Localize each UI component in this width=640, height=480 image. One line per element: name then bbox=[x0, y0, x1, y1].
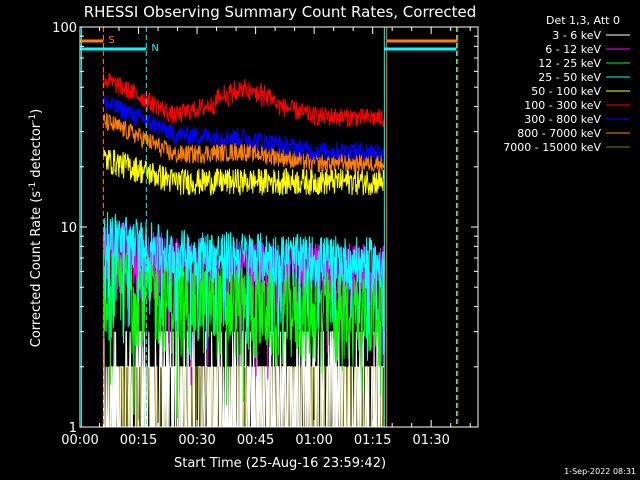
legend-entry: 3 - 6 keV bbox=[552, 29, 601, 42]
legend-entry: 6 - 12 keV bbox=[545, 43, 601, 56]
y-tick-label: 1 bbox=[69, 421, 77, 436]
series-line bbox=[102, 95, 385, 162]
x-tick-label: 00:30 bbox=[178, 433, 215, 448]
y-axis-label: Corrected Count Rate (s-1 detector-1) bbox=[28, 109, 44, 347]
x-axis: 00:00 00:15 00:30 00:45 01:00 01:15 01:30 bbox=[61, 27, 471, 448]
series-5 bbox=[102, 71, 385, 128]
x-axis-label: Start Time (25-Aug-16 23:59:42) bbox=[174, 456, 386, 471]
legend-entry: 300 - 800 keV bbox=[524, 113, 601, 126]
x-tick-label: 00:00 bbox=[61, 433, 98, 448]
marker-label: N bbox=[151, 43, 158, 54]
legend-header: Det 1,3, Att 0 bbox=[546, 14, 620, 27]
series-line bbox=[102, 211, 385, 361]
y-tick-label: 100 bbox=[52, 21, 77, 36]
series-4 bbox=[102, 149, 385, 196]
x-tick-label: 00:15 bbox=[120, 433, 157, 448]
y-tick-label: 10 bbox=[60, 221, 77, 236]
chart-title: RHESSI Observing Summary Count Rates, Co… bbox=[84, 3, 477, 21]
plot-area: SN bbox=[80, 27, 459, 428]
x-tick-label: 01:30 bbox=[412, 433, 449, 448]
footer-timestamp: 1-Sep-2022 08:31 bbox=[564, 467, 636, 476]
x-tick-label: 01:15 bbox=[354, 433, 391, 448]
y-axis: 1 10 100 bbox=[52, 21, 478, 436]
x-tick-label: 00:45 bbox=[237, 433, 274, 448]
series-7 bbox=[102, 113, 385, 174]
x-tick-label: 01:00 bbox=[295, 433, 332, 448]
series-line bbox=[102, 149, 385, 196]
legend-entry: 7000 - 15000 keV bbox=[503, 141, 601, 154]
series-line bbox=[102, 113, 385, 174]
legend-entry: 800 - 7000 keV bbox=[517, 127, 601, 140]
legend-entry: 50 - 100 keV bbox=[531, 85, 601, 98]
series-line bbox=[102, 71, 385, 128]
legend-entry: 100 - 300 keV bbox=[524, 99, 601, 112]
legend-entry: 25 - 50 keV bbox=[538, 71, 601, 84]
series-6 bbox=[102, 95, 385, 162]
series-3 bbox=[102, 211, 385, 361]
legend-entry: 12 - 25 keV bbox=[538, 57, 601, 70]
marker-label: S bbox=[108, 35, 114, 46]
